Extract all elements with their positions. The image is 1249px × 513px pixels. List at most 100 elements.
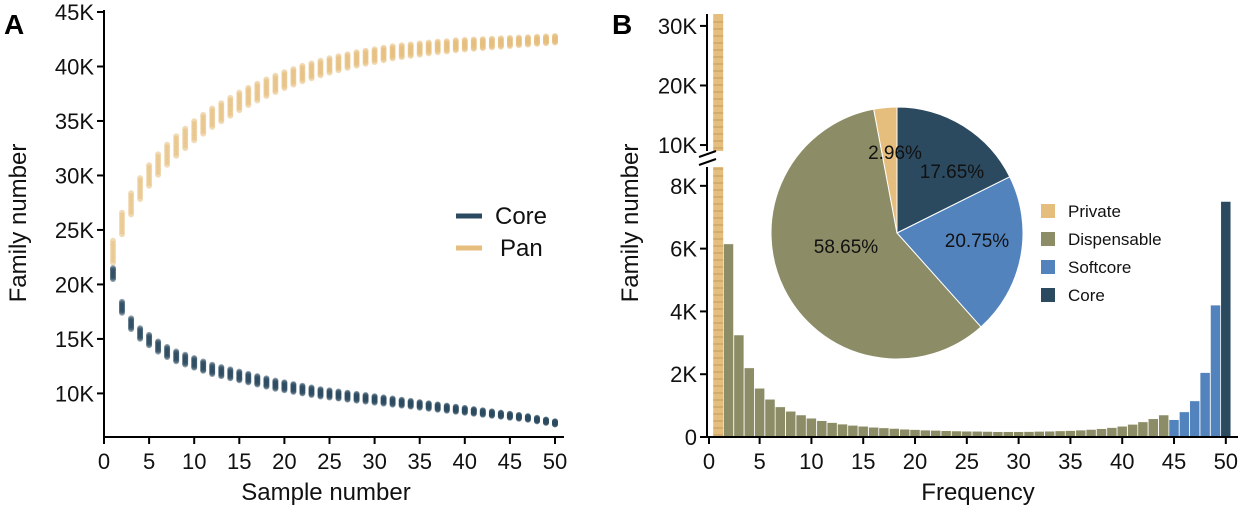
core-point [290,381,297,388]
bar [1106,427,1118,438]
panel-b-letter: B [612,9,632,40]
pan-point [290,66,297,73]
core-point [479,407,486,414]
core-point [254,373,261,380]
pan-point [137,175,144,182]
core-point [137,325,144,332]
pan-point [209,105,216,112]
b-ytick-label: 6K [670,237,697,262]
pan-point [452,37,459,44]
a-xtick-label: 15 [227,449,251,474]
panel-b-xlabel: Frequency [921,479,1034,506]
b-xtick-label: 15 [851,449,875,474]
pan-point [263,76,270,83]
core-point [398,396,405,403]
bar [744,367,755,438]
axis-break-mark [698,150,717,166]
core-point [119,298,125,305]
pan-point [434,38,441,45]
pan-point [488,35,495,42]
pan-point [335,53,342,60]
b-xtick-label: 20 [903,449,927,474]
a-ytick-label: 10K [55,381,94,406]
core-point [182,351,189,358]
bar [1116,426,1128,438]
bar [1096,428,1107,438]
a-ytick-label: 15K [55,327,94,352]
pan-point [534,33,540,40]
pie-legend-label-private: Private [1068,202,1121,221]
core-point [344,389,351,396]
b-xtick-label: 30 [1006,449,1030,474]
pan-point [443,38,450,45]
pan-point [497,35,504,42]
bar [1189,400,1200,438]
pan-point [380,44,387,51]
core-point [146,331,153,338]
pan-point [272,72,279,79]
pan-point [254,80,261,87]
pan-point [524,34,531,41]
pan-point [164,141,171,148]
pie-label-softcore: 20.75% [945,231,1010,252]
b-xtick-label: 45 [1162,449,1186,474]
core-point [110,265,116,272]
core-point [155,338,162,345]
core-point [371,393,378,400]
core-point [380,394,387,401]
pan-point [389,43,396,50]
core-point [299,382,306,389]
bar [909,429,921,438]
core-point [236,368,243,375]
pie-legend-swatch-private [1041,204,1055,218]
pie-legend-label-core: Core [1068,286,1105,305]
bar [1199,372,1211,438]
core-point [552,418,558,425]
core-point [425,400,432,407]
pan-point [353,49,360,56]
core-point [407,397,414,404]
pan-point [425,39,432,46]
pan-point [326,55,333,62]
pan-point [552,33,558,39]
core-point [506,410,513,417]
pan-point [362,47,369,54]
pan-point [173,133,180,140]
core-point [353,390,360,397]
pan-point [407,41,414,48]
b-xtick-label: 40 [1110,449,1134,474]
pan-point [227,94,234,101]
bar [764,399,776,438]
core-point [218,364,225,371]
bar [899,428,910,438]
bar [1158,414,1169,438]
pie-legend-swatch-core [1041,288,1055,302]
bar [1179,411,1190,438]
core-point [173,348,180,355]
core-point [128,315,135,322]
pan-point [128,190,135,197]
core-point [443,402,450,409]
core-point [209,361,216,368]
b-ytick-label: 2K [670,362,697,387]
core-point [317,386,324,393]
bar [857,426,869,438]
bar [1148,418,1159,438]
core-point [452,403,459,410]
core-point [470,406,477,413]
panel-a-legend: Core Pan [456,203,547,262]
pie-slice-private [873,106,898,234]
pie-label-dispensable: 58.65% [814,237,879,258]
pan-point [543,33,549,40]
pan-point [236,89,243,96]
pie-label-core: 17.65% [920,162,985,183]
b-ytick-label: 30K [658,14,697,39]
pan-point [299,62,306,69]
core-point [488,408,495,415]
bar [920,429,931,438]
pie-legend: Private Dispensable Softcore Core [1041,202,1162,305]
core-point [389,395,396,402]
bar [816,420,828,438]
bar [837,423,848,438]
